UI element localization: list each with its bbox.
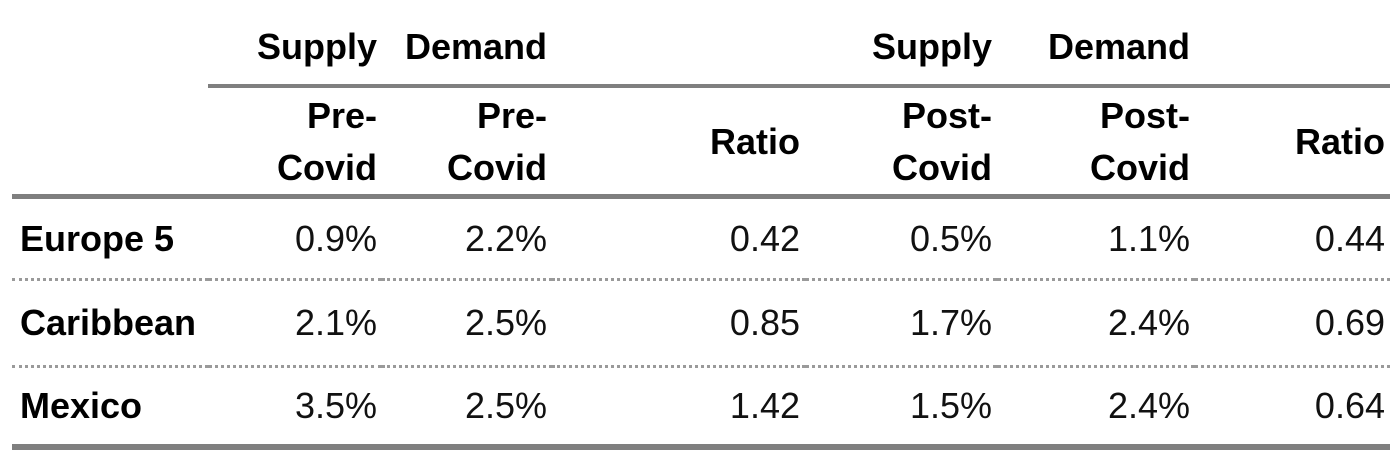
group-header-supply-pre: Supply — [208, 0, 382, 88]
col-header-ratio-pre: Ratio — [552, 86, 805, 199]
row-label-mexico: Mexico — [12, 366, 208, 450]
cell-mexico-demand-post: 2.4% — [997, 366, 1195, 450]
cell-mexico-supply-post: 1.5% — [805, 366, 997, 450]
col-header-postcovid-supply: Post- Covid — [805, 86, 997, 199]
cell-mexico-ratio-post: 0.64 — [1195, 366, 1390, 450]
cell-europe5-ratio-post: 0.44 — [1195, 196, 1390, 281]
table-header: Supply Demand Supply Demand Pre-Covid Pr… — [12, 0, 1390, 199]
col-header-postcovid-demand: Post- Covid — [997, 86, 1195, 199]
cell-caribbean-demand-pre: 2.5% — [382, 279, 552, 368]
cell-caribbean-demand-post: 2.4% — [997, 279, 1195, 368]
cell-mexico-demand-pre: 2.5% — [382, 366, 552, 450]
table-row-mexico: Mexico 3.5% 2.5% 1.42 1.5% 2.4% 0.64 — [12, 366, 1390, 450]
row-label-europe5: Europe 5 — [12, 196, 208, 281]
cell-caribbean-ratio-post: 0.69 — [1195, 279, 1390, 368]
group-header-spacer-1 — [552, 0, 805, 88]
group-header-row: Supply Demand Supply Demand — [12, 0, 1390, 88]
cell-caribbean-supply-pre: 2.1% — [208, 279, 382, 368]
row-label-caribbean: Caribbean — [12, 279, 208, 368]
cell-europe5-supply-post: 0.5% — [805, 196, 997, 281]
group-header-spacer-2 — [1195, 0, 1390, 88]
cell-europe5-demand-pre: 2.2% — [382, 196, 552, 281]
group-header-demand-pre: Demand — [382, 0, 552, 88]
supply-demand-table: Supply Demand Supply Demand Pre-Covid Pr… — [12, 0, 1390, 450]
table-row-caribbean: Caribbean 2.1% 2.5% 0.85 1.7% 2.4% 0.69 — [12, 279, 1390, 368]
col-header-precovid-demand: Pre-Covid — [382, 86, 552, 199]
col-header-precovid-supply: Pre-Covid — [208, 86, 382, 199]
cell-europe5-supply-pre: 0.9% — [208, 196, 382, 281]
col-header-ratio-post: Ratio — [1195, 86, 1390, 199]
group-header-demand-post: Demand — [997, 0, 1195, 88]
cell-caribbean-ratio-pre: 0.85 — [552, 279, 805, 368]
table-body: Europe 5 0.9% 2.2% 0.42 0.5% 1.1% 0.44 C… — [12, 196, 1390, 450]
corner-cell — [12, 0, 208, 86]
cell-europe5-ratio-pre: 0.42 — [552, 196, 805, 281]
column-header-row: Pre-Covid Pre-Covid Ratio Post- Covid Po… — [12, 86, 1390, 199]
table-row-europe5: Europe 5 0.9% 2.2% 0.42 0.5% 1.1% 0.44 — [12, 196, 1390, 281]
group-header-supply-post: Supply — [805, 0, 997, 88]
subheader-spacer — [12, 86, 208, 199]
cell-mexico-supply-pre: 3.5% — [208, 366, 382, 450]
cell-mexico-ratio-pre: 1.42 — [552, 366, 805, 450]
cell-europe5-demand-post: 1.1% — [997, 196, 1195, 281]
cell-caribbean-supply-post: 1.7% — [805, 279, 997, 368]
